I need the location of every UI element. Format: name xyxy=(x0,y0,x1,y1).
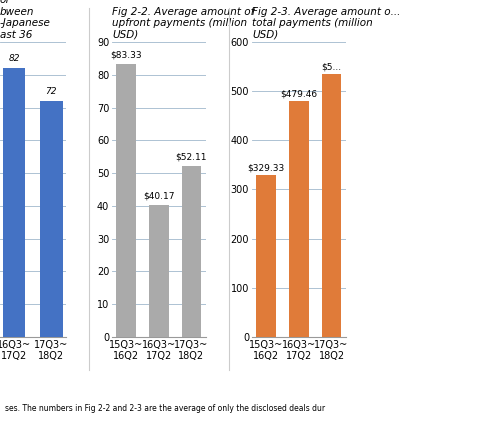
Bar xyxy=(40,101,62,337)
Text: Fig 2-2. Average amount of
upfront payments (million
USD): Fig 2-2. Average amount of upfront payme… xyxy=(112,7,254,40)
Bar xyxy=(181,166,201,337)
Bar xyxy=(322,74,341,337)
Text: $329.33: $329.33 xyxy=(247,164,285,173)
Bar xyxy=(256,175,276,337)
Text: 72: 72 xyxy=(46,87,57,96)
Text: of
bween
-Japanese
ast 36: of bween -Japanese ast 36 xyxy=(0,0,51,40)
Text: $40.17: $40.17 xyxy=(143,192,175,200)
Bar xyxy=(116,64,136,337)
Bar xyxy=(149,205,168,337)
Text: $52.11: $52.11 xyxy=(176,152,207,161)
Bar xyxy=(3,68,25,337)
Text: Fig 2-3. Average amount o...
total payments (million
USD): Fig 2-3. Average amount o... total payme… xyxy=(252,7,400,40)
Bar xyxy=(289,101,309,337)
Text: 82: 82 xyxy=(9,54,20,64)
Text: ses. The numbers in Fig 2-2 and 2-3 are the average of only the disclosed deals : ses. The numbers in Fig 2-2 and 2-3 are … xyxy=(5,404,325,413)
Text: $5...: $5... xyxy=(322,62,342,71)
Text: $479.46: $479.46 xyxy=(280,90,317,99)
Text: $83.33: $83.33 xyxy=(110,50,142,59)
